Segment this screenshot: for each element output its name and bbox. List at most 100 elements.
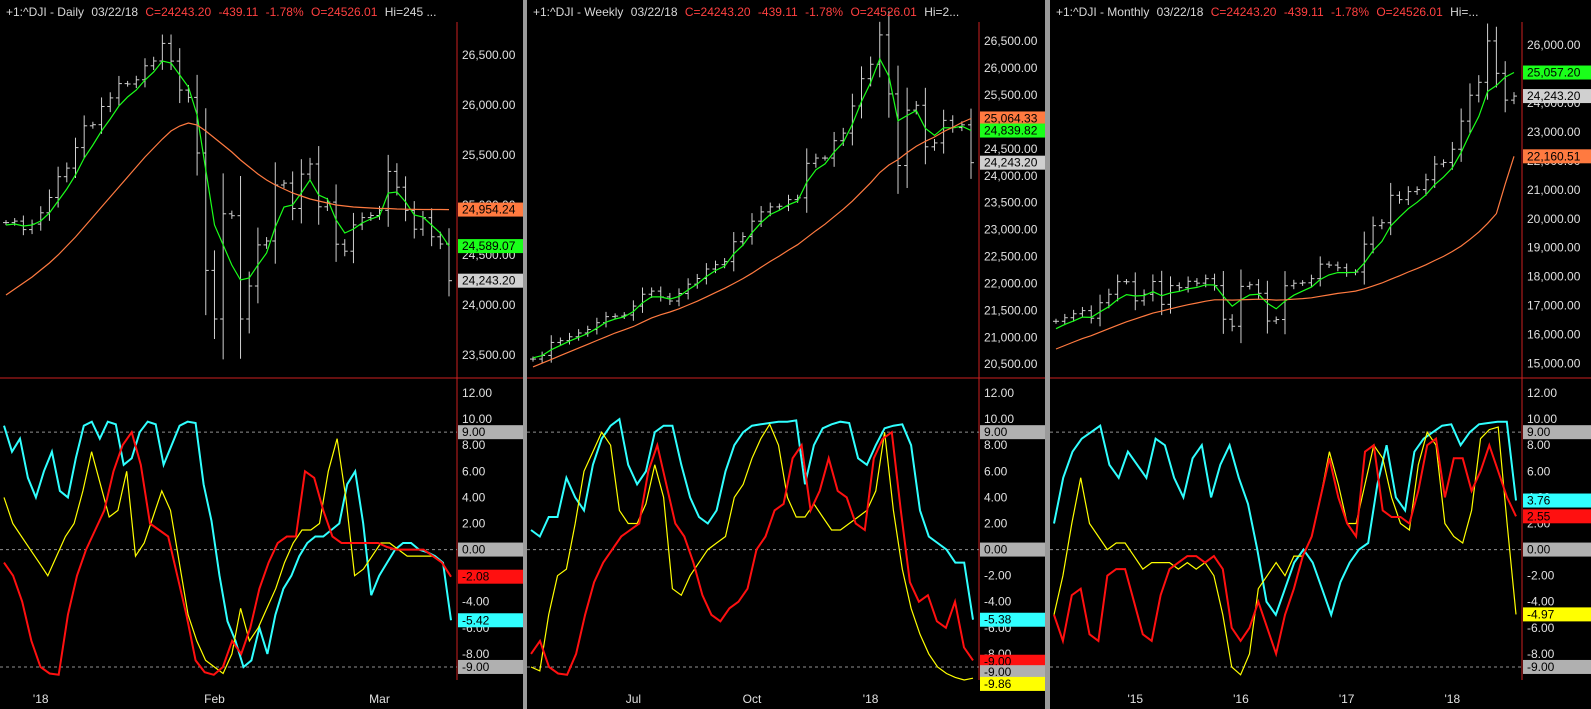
osc-tick-label: -4.00: [984, 595, 1012, 609]
x-axis-label: '18: [863, 692, 879, 706]
osc-badge-label: 9.00: [984, 425, 1008, 439]
x-axis-label: '15: [1127, 692, 1143, 706]
ema-fast-line: [5, 60, 450, 281]
x-axis-label: '16: [1233, 692, 1249, 706]
chart-header: +1:^DJI - Weekly 03/22/18 C=24243.20 -43…: [533, 5, 963, 19]
price-badge-label: 24,954.24: [462, 203, 516, 217]
price-tick-label: 26,000.00: [984, 61, 1038, 75]
osc-tick-label: 10.00: [462, 412, 492, 426]
osc-badge-label: -5.42: [462, 613, 490, 627]
weekly-chart-svg: 20,500.00 21,000.00 21,500.00 22,000.00 22,5…: [527, 11, 1045, 706]
price-badge: [458, 273, 523, 288]
price-badge: [1523, 149, 1591, 164]
open-label: O=24526.01: [1376, 5, 1443, 19]
price-tick-label: 19,000.00: [1527, 241, 1581, 255]
hi-label: Hi=245 ...: [384, 5, 437, 19]
price-tick-label: 17,000.00: [1527, 299, 1581, 313]
osc-cyan-line: [530, 417, 974, 620]
change-label: -439.11: [757, 5, 798, 19]
price-tick-label: 22,000.00: [984, 276, 1038, 290]
price-badge-label: 24,243.20: [1527, 89, 1581, 103]
price-badge-label: 22,160.51: [1527, 149, 1581, 163]
x-axis-label: '17: [1339, 692, 1355, 706]
price-tick-label: 23,000.00: [984, 223, 1038, 237]
daily-chart-panel[interactable]: +1:^DJI - Daily 03/22/18 C=24243.20 -439…: [0, 0, 523, 709]
close-label: C=24243.20: [1210, 5, 1277, 19]
price-tick-label: 25,500.00: [462, 148, 516, 162]
ema-fast-line: [532, 57, 972, 359]
osc-badge-label: 9.00: [1527, 425, 1551, 439]
osc-badge-label: -9.00: [1527, 660, 1555, 674]
price-tick-label: 18,000.00: [1527, 270, 1581, 284]
osc-badge: [1523, 493, 1591, 508]
price-badge-label: 25,057.20: [1527, 66, 1581, 80]
price-tick-label: 26,500.00: [984, 34, 1038, 48]
osc-red-line: [3, 429, 452, 676]
price-badge: [1523, 89, 1591, 104]
osc-tick-label: 8.00: [984, 438, 1008, 452]
osc-tick-label: 4.00: [462, 490, 486, 504]
osc-badge: [980, 425, 1045, 440]
monthly-chart-panel[interactable]: +1:^DJI - Monthly 03/22/18 C=24243.20 -4…: [1050, 0, 1591, 709]
price-badge: [980, 123, 1045, 138]
price-tick-label: 25,500.00: [984, 88, 1038, 102]
ema-slow-line: [5, 122, 450, 296]
osc-badge: [980, 665, 1045, 680]
osc-tick-label: 12.00: [1527, 386, 1557, 400]
date-label: 03/22/18: [630, 5, 678, 19]
chart-header: +1:^DJI - Daily 03/22/18 C=24243.20 -439…: [6, 5, 440, 19]
osc-tick-label: -8.00: [1527, 647, 1555, 661]
x-axis-label: '18: [33, 692, 49, 706]
price-badge-label: 24,243.20: [984, 156, 1038, 170]
osc-cyan-line: [3, 420, 452, 669]
pct-label: -1.78%: [1330, 5, 1369, 19]
osc-tick-label: 12.00: [462, 386, 492, 400]
weekly-chart-panel[interactable]: +1:^DJI - Weekly 03/22/18 C=24243.20 -43…: [527, 0, 1045, 709]
price-badge: [980, 111, 1045, 126]
osc-tick-label: 6.00: [462, 464, 486, 478]
osc-tick-label: 2.00: [462, 516, 486, 530]
pct-label: -1.78%: [805, 5, 844, 19]
osc-badge: [1523, 509, 1591, 524]
osc-tick-label: 6.00: [1527, 464, 1551, 478]
pct-label: -1.78%: [265, 5, 304, 19]
osc-tick-label: -8.00: [462, 647, 490, 661]
osc-badge: [980, 676, 1045, 691]
x-axis-label: Oct: [743, 692, 762, 706]
price-tick-label: 24,500.00: [984, 142, 1038, 156]
osc-badge: [1523, 607, 1591, 622]
osc-yellow-line: [3, 438, 452, 675]
osc-badge: [980, 612, 1045, 627]
osc-badge: [458, 659, 523, 674]
osc-badge: [1523, 542, 1591, 557]
symbol-label: +1:^DJI - Monthly: [1056, 5, 1150, 19]
osc-badge: [458, 569, 523, 584]
osc-tick-label: 10.00: [1527, 412, 1557, 426]
osc-tick-label: -2.00: [1527, 569, 1555, 583]
ema-fast-line: [1055, 71, 1515, 330]
close-label: C=24243.20: [145, 5, 212, 19]
ema-slow-line: [1055, 156, 1515, 350]
price-tick-label: 24,000.00: [984, 169, 1038, 183]
x-axis-label: Jul: [626, 692, 641, 706]
price-badge-label: 25,064.33: [984, 111, 1038, 125]
osc-badge-label: 3.76: [1527, 494, 1551, 508]
osc-tick-label: 8.00: [462, 438, 486, 452]
osc-red-line: [1053, 436, 1517, 658]
price-badge-label: 24,243.20: [462, 274, 516, 288]
osc-badge: [1523, 425, 1591, 440]
osc-tick-label: -4.00: [1527, 595, 1555, 609]
price-tick-label: 24,000.00: [462, 298, 516, 312]
price-tick-label: 20,500.00: [984, 357, 1038, 371]
osc-tick-label: 2.00: [984, 516, 1008, 530]
price-badge: [458, 239, 523, 254]
osc-tick-label: -2.00: [984, 569, 1012, 583]
x-axis-label: Feb: [204, 692, 225, 706]
price-badge: [980, 155, 1045, 170]
price-badge: [458, 202, 523, 217]
price-tick-label: 21,000.00: [1527, 183, 1581, 197]
change-label: -439.11: [218, 5, 259, 19]
osc-badge: [1523, 659, 1591, 674]
price-tick-label: 15,000.00: [1527, 356, 1581, 370]
change-label: -439.11: [1283, 5, 1324, 19]
